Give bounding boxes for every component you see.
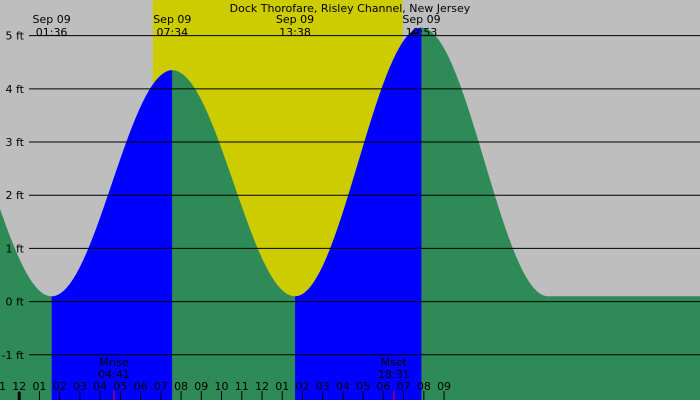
y-tick-label: 1 ft [6, 242, 25, 255]
x-tick-label: 05 [113, 380, 127, 393]
x-tick-label: 04 [93, 380, 107, 393]
x-tick-label: 05 [356, 380, 370, 393]
tide-event-date: Sep 09 [402, 13, 440, 26]
x-tick-label: 07 [154, 380, 168, 393]
x-tick-label: 11 [0, 380, 6, 393]
tide-areas [0, 27, 700, 400]
falling-tide-area [172, 70, 296, 400]
x-tick-label: 06 [376, 380, 390, 393]
tide-event-time: 07:34 [156, 26, 188, 39]
x-tick-label: 03 [73, 380, 87, 393]
x-tick-label: 02 [295, 380, 309, 393]
x-tick-label: 11 [235, 380, 249, 393]
y-tick-label: 3 ft [6, 136, 25, 149]
tide-event-time: 01:36 [36, 26, 68, 39]
x-tick-label: 04 [336, 380, 350, 393]
x-tick-label: 12 [12, 380, 26, 393]
x-tick-label: 09 [194, 380, 208, 393]
falling-tide-area [421, 27, 700, 400]
moon-event-time: 18:31 [378, 368, 410, 381]
chart-title: Dock Thorofare, Risley Channel, New Jers… [230, 2, 471, 15]
gridlines [29, 35, 700, 356]
x-tick-label: 03 [316, 380, 330, 393]
y-tick-label: 4 ft [6, 83, 25, 96]
tide-event-time: 13:38 [279, 26, 311, 39]
tide-event-time: 19:53 [406, 26, 438, 39]
x-tick-label: 01 [275, 380, 289, 393]
midnight-marker [17, 392, 21, 400]
x-tick-label: 01 [32, 380, 46, 393]
moon-event-time: 04:41 [98, 368, 130, 381]
x-tick-label: 09 [437, 380, 451, 393]
tide-event-date: Sep 09 [276, 13, 314, 26]
rising-tide-area [295, 27, 422, 400]
x-axis-labels: 11 12 01 02 03 04 05 06 07 08 09 10 11 12 01 02 03 04 05 06… [0, 380, 451, 400]
rising-tide-area [51, 70, 173, 400]
x-tick-label: 08 [174, 380, 188, 393]
y-axis-labels: 5 ft 4 ft 3 ft 2 ft 1 ft 0 ft -1 ft [2, 30, 25, 362]
tide-event-date: Sep 09 [153, 13, 191, 26]
x-tick-label: 10 [215, 380, 229, 393]
moon-event-label: Mrise [99, 356, 129, 369]
x-tick-label: 06 [134, 380, 148, 393]
falling-tide-area [0, 208, 52, 400]
x-tick-label: 12 [255, 380, 269, 393]
y-tick-label: -1 ft [2, 349, 25, 362]
x-tick-label: 07 [397, 380, 411, 393]
x-tick-label: 02 [53, 380, 67, 393]
y-tick-label: 5 ft [6, 30, 25, 43]
y-tick-label: 2 ft [6, 189, 25, 202]
tide-event-date: Sep 09 [32, 13, 70, 26]
y-tick-label: 0 ft [6, 296, 25, 309]
moon-event-label: Mset [381, 356, 408, 369]
x-tick-label: 08 [417, 380, 431, 393]
